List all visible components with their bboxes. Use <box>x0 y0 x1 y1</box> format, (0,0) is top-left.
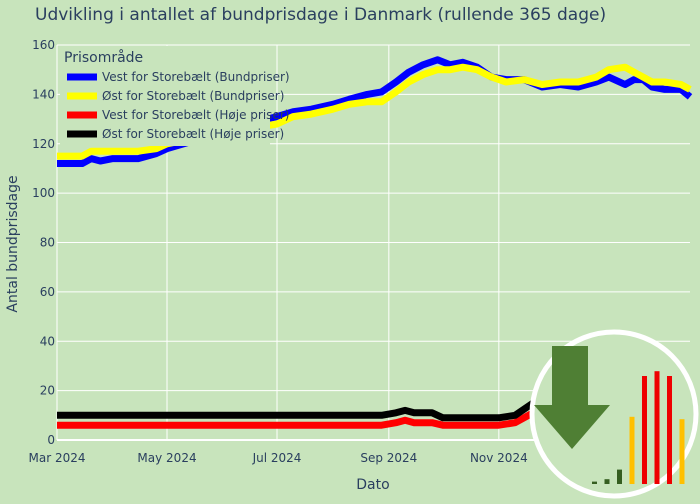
legend-entry: Vest for Storebælt (Høje priser) <box>102 108 289 122</box>
y-axis-label: Antal bundprisdage <box>5 175 21 312</box>
logo-bar <box>617 469 622 484</box>
logo-bar <box>592 481 597 484</box>
x-tick-label: Mar 2024 <box>29 451 86 465</box>
logo-bar <box>642 376 647 484</box>
x-axis-ticks: Mar 2024 May 2024 Jul 2024 Sep 2024 Nov 2024 <box>29 451 528 465</box>
logo-bar <box>679 419 685 484</box>
y-tick-label: 100 <box>32 186 55 200</box>
y-tick-label: 60 <box>40 285 55 299</box>
x-tick-label: May 2024 <box>137 451 196 465</box>
chart-title: Udvikling i antallet af bundprisdage i D… <box>35 5 606 25</box>
x-tick-label: Jul 2024 <box>252 451 302 465</box>
logo-bar <box>667 376 672 484</box>
legend-title: Prisområde <box>64 49 143 66</box>
logo-badge <box>529 329 699 499</box>
down-arrow-icon <box>534 346 610 449</box>
legend-entry: Vest for Storebælt (Bundpriser) <box>102 70 290 84</box>
logo-bar <box>629 416 635 484</box>
y-tick-label: 20 <box>40 384 55 398</box>
logo-bars <box>592 371 685 484</box>
y-tick-label: 140 <box>32 87 55 101</box>
legend-entry: Øst for Storebælt (Høje priser) <box>102 127 284 141</box>
y-tick-label: 160 <box>32 38 55 52</box>
y-axis-ticks: 0 20 40 60 80 100 120 140 160 <box>32 38 55 447</box>
y-tick-label: 40 <box>40 334 55 348</box>
y-tick-label: 80 <box>40 236 55 250</box>
x-tick-label: Sep 2024 <box>360 451 417 465</box>
y-tick-label: 120 <box>32 137 55 151</box>
x-tick-label: Nov 2024 <box>470 451 528 465</box>
y-tick-label: 0 <box>47 433 55 447</box>
legend-entry: Øst for Storebælt (Bundpriser) <box>102 89 284 103</box>
logo-bar <box>604 479 610 484</box>
logo-bar <box>654 371 660 484</box>
legend: Prisområde Vest for Storebælt (Bundpriser… <box>60 46 290 146</box>
x-axis-label: Dato <box>356 477 389 493</box>
series-line <box>57 56 693 167</box>
